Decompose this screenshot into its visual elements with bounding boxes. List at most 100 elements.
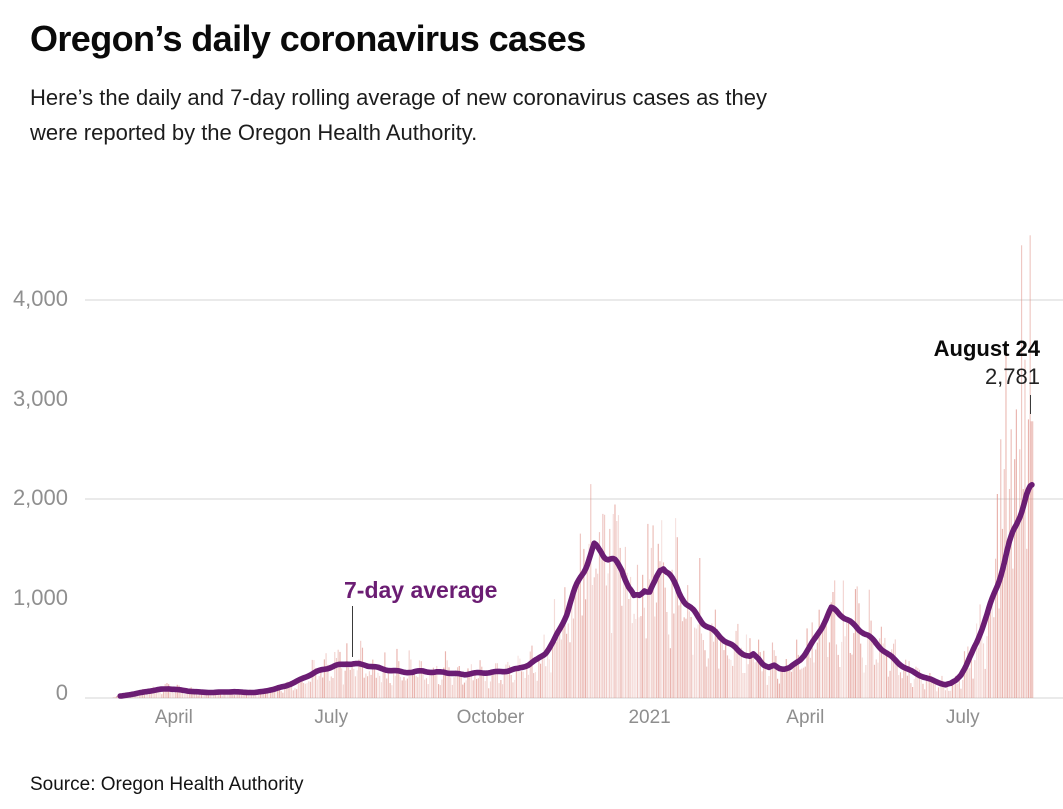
daily-case-bar (863, 672, 865, 698)
daily-case-bar (453, 677, 455, 698)
daily-case-bar (344, 670, 346, 698)
daily-case-bar (161, 694, 163, 698)
daily-case-bar (375, 677, 377, 698)
daily-case-bar (536, 680, 538, 698)
daily-case-bar (828, 642, 831, 698)
daily-case-bar (877, 662, 879, 698)
daily-case-bar (311, 659, 313, 698)
daily-case-bar (598, 532, 601, 698)
daily-case-bar (1005, 351, 1007, 698)
daily-case-bar (908, 661, 910, 698)
daily-case-bar (150, 691, 152, 698)
daily-case-bar (294, 688, 296, 698)
daily-case-bar (171, 689, 173, 698)
daily-case-bar (367, 676, 369, 698)
daily-case-bar (697, 624, 699, 698)
daily-case-bar (849, 653, 851, 698)
daily-case-bar (927, 681, 929, 698)
daily-case-bar (655, 602, 658, 698)
daily-case-bar (380, 682, 383, 698)
daily-case-bar (1022, 489, 1024, 698)
x-axis-label: July (945, 707, 980, 728)
daily-case-bar (330, 676, 332, 698)
daily-case-bar (770, 670, 772, 698)
daily-case-bar (604, 514, 606, 698)
daily-case-bar (496, 663, 498, 698)
average-line-callout-label: 7-day average (344, 577, 498, 603)
daily-case-bar (958, 677, 960, 698)
daily-case-bar (784, 667, 786, 698)
daily-case-bar (329, 680, 331, 698)
daily-case-bar (720, 635, 722, 698)
daily-case-bar (771, 642, 774, 698)
daily-case-bar (745, 634, 748, 698)
daily-case-bar (638, 617, 640, 698)
daily-case-bar (832, 592, 834, 698)
daily-case-bar (631, 623, 633, 698)
daily-case-bar (813, 662, 815, 698)
daily-case-bar (507, 661, 509, 698)
daily-case-bar (759, 652, 761, 698)
daily-case-bar (721, 642, 723, 698)
daily-case-bar (830, 602, 832, 698)
daily-case-bar (1027, 419, 1030, 698)
daily-case-bar (709, 627, 711, 698)
daily-case-bar (974, 660, 976, 698)
daily-case-bar (905, 659, 907, 698)
y-axis-label: 1,000 (12, 584, 68, 610)
daily-case-bar (553, 599, 556, 698)
daily-case-bar (401, 680, 403, 698)
daily-case-bar (548, 659, 550, 698)
daily-case-bar (903, 670, 905, 698)
daily-case-bar (991, 605, 993, 698)
daily-case-bar (841, 641, 843, 698)
daily-case-bar (479, 660, 481, 698)
daily-case-bar (986, 636, 988, 698)
daily-case-bar (886, 655, 888, 698)
daily-case-bar (609, 528, 611, 698)
daily-case-bar (969, 668, 971, 698)
daily-case-bar (688, 611, 690, 698)
daily-case-bar (543, 634, 545, 698)
daily-case-bar (681, 621, 684, 698)
daily-case-bar (1007, 538, 1009, 698)
daily-case-bar (633, 613, 635, 698)
daily-case-bar (309, 681, 312, 698)
daily-case-bar (192, 693, 194, 698)
daily-case-bar (948, 690, 950, 698)
daily-case-bar (910, 683, 912, 698)
daily-case-bar (417, 677, 419, 698)
daily-case-bar (354, 676, 357, 698)
daily-case-bar (742, 673, 744, 698)
daily-case-bar (538, 659, 540, 698)
latest-point-date-label: August 24 (933, 336, 1040, 361)
daily-case-bar (977, 647, 979, 698)
daily-case-bar (204, 693, 206, 698)
daily-case-bar (794, 665, 796, 698)
daily-case-bar (752, 656, 754, 698)
daily-case-bar (508, 665, 511, 698)
daily-case-bar (706, 666, 708, 698)
daily-case-bar (476, 679, 478, 698)
daily-case-bar (341, 668, 343, 698)
daily-case-bar (188, 692, 191, 698)
daily-case-bar (162, 691, 165, 698)
daily-case-bar (393, 673, 395, 698)
daily-case-bar (739, 653, 741, 698)
daily-case-bar (427, 684, 429, 698)
daily-case-bar (275, 685, 277, 698)
daily-case-bar (854, 589, 857, 698)
daily-case-bar (394, 675, 396, 698)
daily-case-bar (420, 661, 422, 698)
daily-case-bar (138, 693, 140, 698)
daily-case-bar (676, 537, 678, 698)
x-axis-label: April (786, 707, 825, 728)
daily-case-bar (284, 687, 286, 698)
daily-case-bar (628, 599, 630, 698)
daily-case-bar (439, 685, 441, 698)
daily-case-bar (242, 692, 244, 698)
daily-case-bar (642, 574, 644, 698)
daily-case-bar (266, 693, 268, 698)
daily-case-bar (652, 525, 654, 698)
